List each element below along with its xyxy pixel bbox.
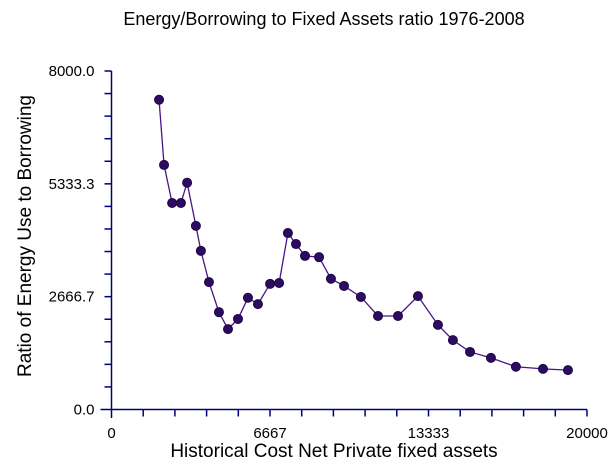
data-point [190, 220, 201, 231]
data-point [314, 252, 325, 263]
data-point [222, 324, 233, 335]
data-point [252, 299, 263, 310]
data-point [175, 198, 186, 209]
data-point [195, 245, 206, 256]
data-point [274, 277, 285, 288]
data-point [339, 280, 350, 291]
chart-title: Energy/Borrowing to Fixed Assets ratio 1… [123, 9, 525, 29]
data-point [290, 239, 301, 250]
data-point [325, 273, 336, 284]
data-point [562, 365, 573, 376]
data-point [392, 310, 403, 321]
data-point [232, 313, 243, 324]
x-tick-label: 20000 [566, 425, 608, 442]
series-line [158, 99, 569, 371]
data-point [538, 363, 549, 374]
data-point [412, 291, 423, 302]
y-tick-label: 2666.7 [49, 289, 95, 306]
data-point [182, 177, 193, 188]
data-point [510, 361, 521, 372]
data-point [373, 310, 384, 321]
data-point [242, 292, 253, 303]
data-point [203, 277, 214, 288]
data-point [213, 307, 224, 318]
data-point [465, 346, 476, 357]
data-point [282, 228, 293, 239]
y-tick-label: 8000.0 [49, 63, 95, 80]
data-point [154, 94, 165, 105]
data-point [355, 291, 366, 302]
data-point [159, 159, 170, 170]
data-point [447, 335, 458, 346]
data-point [432, 319, 443, 330]
data-point [167, 198, 178, 209]
data-point [485, 352, 496, 363]
y-tick-label: 0.0 [74, 402, 95, 419]
x-axis-title: Historical Cost Net Private fixed assets [170, 441, 498, 462]
y-tick-label: 5333.3 [49, 176, 95, 193]
x-tick-label: 13333 [408, 425, 450, 442]
y-axis-title: Ratio of Energy Use to Borrowing [15, 95, 36, 377]
x-tick-label: 6667 [253, 425, 286, 442]
data-point [300, 250, 311, 261]
data-point [265, 278, 276, 289]
x-tick-label: 0 [107, 425, 115, 442]
